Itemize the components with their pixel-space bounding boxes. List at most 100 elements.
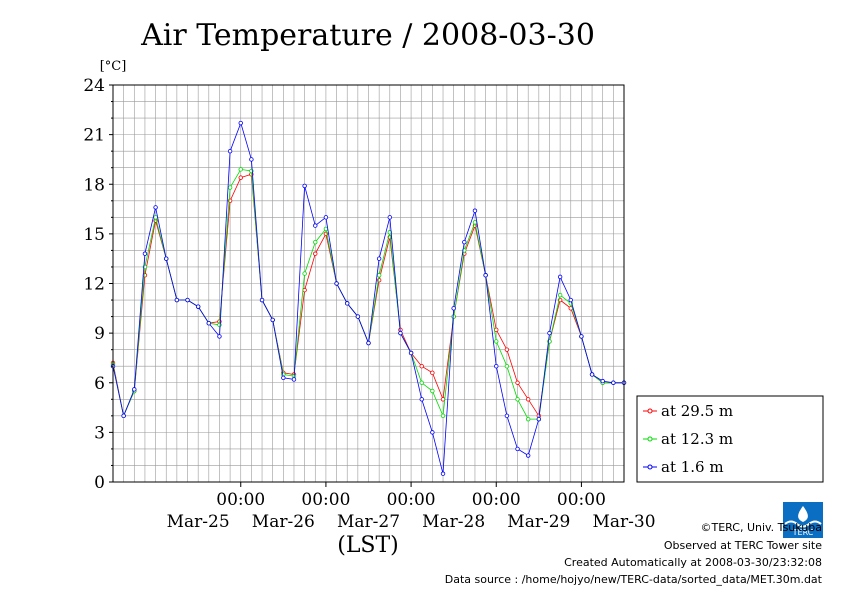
data-point [164,256,169,261]
data-point [355,314,361,319]
data-point [281,375,286,380]
logo-drop-icon [798,506,808,522]
x-tick-time-label: 00:00 [472,490,521,510]
x-tick-time-label: 00:00 [301,490,350,510]
data-point [259,297,265,303]
y-axis: 0 3 6 9 12 15 18 21 24 [83,76,113,493]
terc-logo: TERC [783,502,823,538]
data-point [440,471,446,476]
footer-copyright: ©TERC, Univ. Tsukuba [701,521,823,534]
x-tick-time-label: 00:00 [216,490,265,510]
data-point [142,251,148,256]
logo-wave-icon [784,520,822,528]
data-point [557,274,563,280]
data-point [121,413,126,419]
data-point [525,453,531,458]
data-point [504,413,510,419]
data-point [302,271,307,276]
y-tick-label: 24 [83,76,105,96]
data-point [174,297,180,303]
data-point [323,215,329,220]
x-tick-day-label: Mar-28 [422,512,485,532]
legend-swatch-marker [647,436,653,442]
x-tick-day-label: Mar-27 [337,512,400,532]
data-point [589,372,595,377]
data-point [547,330,552,336]
legend-label: at 29.5 m [661,402,733,420]
data-point [291,377,297,382]
logo-text: TERC [792,528,814,537]
data-point [313,223,318,228]
data-point [451,306,456,311]
data-point [313,251,318,256]
data-point [430,370,435,376]
data-point [483,273,488,278]
series-2 [110,120,627,476]
footer-created: Created Automatically at 2008-03-30/23:3… [564,556,822,569]
legend: at 29.5 m at 12.3 m at 1.6 m [636,395,824,483]
data-point [302,183,307,189]
data-point [504,364,510,369]
data-point [238,120,243,126]
data-point [249,157,254,162]
data-point [525,397,531,402]
legend-box [636,395,824,483]
data-point [376,256,382,261]
data-point [408,350,414,356]
x-tick-time-label: 00:00 [387,490,436,510]
data-point [366,340,371,346]
data-point [568,297,573,303]
data-point [419,364,424,369]
legend-label: at 1.6 m [661,458,724,476]
data-point [195,304,201,309]
x-axis-label: (LST) [337,533,399,558]
data-point [238,175,243,180]
y-tick-label: 21 [83,126,105,146]
legend-swatch-marker [647,408,653,414]
data-point [440,413,446,419]
data-point [430,388,435,394]
x-tick-day-label: Mar-25 [167,512,230,532]
data-point [153,205,158,210]
data-point [525,416,531,422]
y-tick-label: 12 [83,275,105,295]
data-point [430,430,435,435]
legend-label: at 12.3 m [661,430,733,448]
data-point [536,416,542,422]
data-point [451,314,456,319]
data-point [334,281,339,286]
data-point [313,239,318,245]
x-tick-day-label: Mar-29 [507,512,570,532]
data-point [557,292,563,298]
series-layer [110,120,627,476]
data-point [462,239,467,245]
data-point [504,347,510,352]
y-tick-label: 9 [94,324,105,344]
data-point [515,446,520,452]
data-point [515,397,520,402]
data-point [611,380,616,385]
data-point [238,167,243,172]
data-point [153,215,158,220]
x-tick-time-label: 00:00 [557,490,606,510]
data-point [217,322,222,328]
y-tick-label: 18 [83,175,105,195]
data-point [600,378,605,384]
data-point [132,387,137,392]
data-point [227,148,233,154]
footer-source: Data source : /home/hojyo/new/TERC-data/… [445,573,823,586]
footer-observed: Observed at TERC Tower site [664,539,822,552]
data-point [515,380,520,385]
data-point [579,334,584,339]
chart-title: Air Temperature / 2008-03-30 [140,18,595,53]
data-point [494,364,499,369]
data-point [419,380,424,385]
x-tick-day-label: Mar-26 [252,512,315,532]
y-tick-label: 0 [94,473,105,493]
y-axis-unit: [°C] [100,59,127,74]
data-point [398,330,403,336]
data-point [419,397,424,402]
y-tick-label: 6 [94,374,105,394]
